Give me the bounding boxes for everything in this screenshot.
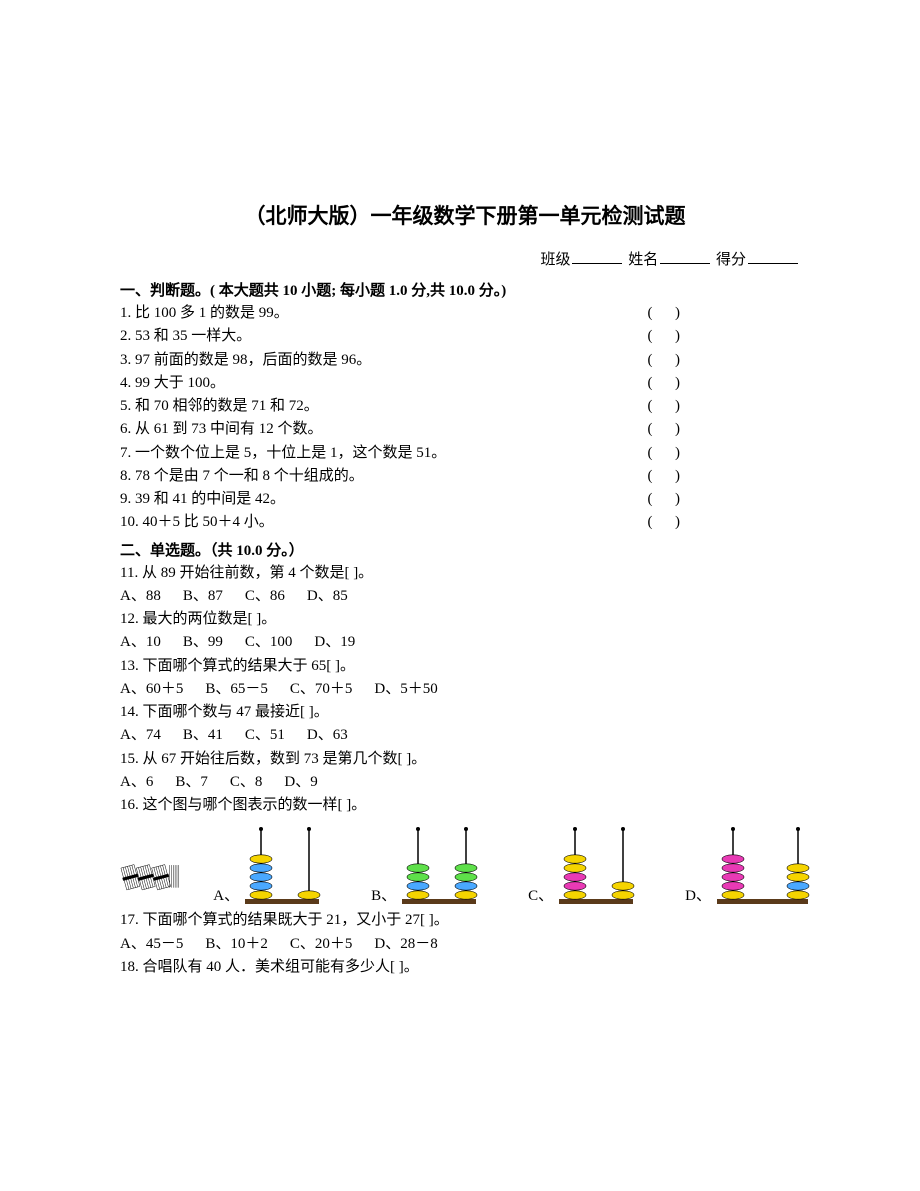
q16-option-d: D、	[685, 825, 810, 905]
q17-opts: A、45－5B、10＋2C、20＋5D、28－8	[120, 933, 810, 956]
q12-opts: A、10B、99C、100D、19	[120, 631, 810, 654]
section1-heading: 一、判断题。( 本大题共 10 小题; 每小题 1.0 分,共 10.0 分。)	[120, 279, 810, 300]
q14-opts: A、74B、41C、51D、63	[120, 724, 810, 747]
student-info-line: 班级 姓名 得分	[120, 248, 810, 269]
answer-paren[interactable]: ( )	[648, 395, 811, 418]
q16-text: 16. 这个图与哪个图表示的数一样[ ]。	[120, 794, 810, 817]
abacus-icon	[243, 825, 321, 905]
name-blank[interactable]	[660, 249, 710, 264]
answer-paren[interactable]: ( )	[648, 488, 811, 511]
section1-list: 1. 比 100 多 1 的数是 99。( ) 2. 53 和 35 一样大。(…	[120, 302, 810, 535]
q16-option-a: A、	[213, 825, 321, 905]
abacus-icon	[715, 825, 810, 905]
q15-opts: A、6B、7C、8D、9	[120, 771, 810, 794]
q16-option-c: C、	[528, 825, 635, 905]
q11-opts: A、88B、87C、86D、85	[120, 585, 810, 608]
page-title: （北师大版）一年级数学下册第一单元检测试题	[120, 200, 810, 230]
score-blank[interactable]	[748, 249, 798, 264]
answer-paren[interactable]: ( )	[648, 349, 811, 372]
tf-item: 9. 39 和 41 的中间是 42。( )	[120, 488, 810, 511]
class-label: 班级	[540, 252, 570, 268]
q12-text: 12. 最大的两位数是[ ]。	[120, 608, 810, 631]
tf-item: 4. 99 大于 100。( )	[120, 372, 810, 395]
option-label: A、	[213, 884, 239, 905]
name-label: 姓名	[628, 252, 658, 268]
answer-paren[interactable]: ( )	[648, 372, 811, 395]
page: （北师大版）一年级数学下册第一单元检测试题 班级 姓名 得分 一、判断题。( 本…	[0, 0, 920, 1039]
answer-paren[interactable]: ( )	[648, 418, 811, 441]
option-label: C、	[528, 884, 553, 905]
tf-item: 10. 40＋5 比 50＋4 小。( )	[120, 511, 810, 534]
q13-text: 13. 下面哪个算式的结果大于 65[ ]。	[120, 655, 810, 678]
tf-item: 3. 97 前面的数是 98，后面的数是 96。( )	[120, 349, 810, 372]
counting-sticks-icon	[120, 845, 183, 905]
tf-item: 7. 一个数个位上是 5，十位上是 1，这个数是 51。( )	[120, 442, 810, 465]
tf-item: 5. 和 70 相邻的数是 71 和 72。( )	[120, 395, 810, 418]
answer-paren[interactable]: ( )	[648, 465, 811, 488]
tf-item: 8. 78 个是由 7 个一和 8 个十组成的。( )	[120, 465, 810, 488]
tf-item: 1. 比 100 多 1 的数是 99。( )	[120, 302, 810, 325]
q16-option-b: B、	[371, 825, 478, 905]
tf-item: 6. 从 61 到 73 中间有 12 个数。( )	[120, 418, 810, 441]
abacus-icon	[400, 825, 478, 905]
answer-paren[interactable]: ( )	[648, 442, 811, 465]
score-label: 得分	[716, 252, 746, 268]
option-label: D、	[685, 884, 711, 905]
q14-text: 14. 下面哪个数与 47 最接近[ ]。	[120, 701, 810, 724]
section2-heading: 二、单选题。（共 10.0 分。）	[120, 539, 810, 560]
q15-text: 15. 从 67 开始往后数，数到 73 是第几个数[ ]。	[120, 748, 810, 771]
q13-opts: A、60＋5B、65－5C、70＋5D、5＋50	[120, 678, 810, 701]
q11-text: 11. 从 89 开始往前数，第 4 个数是[ ]。	[120, 562, 810, 585]
tf-item: 2. 53 和 35 一样大。( )	[120, 325, 810, 348]
abacus-icon	[557, 825, 635, 905]
answer-paren[interactable]: ( )	[648, 511, 811, 534]
answer-paren[interactable]: ( )	[648, 302, 811, 325]
q17-text: 17. 下面哪个算式的结果既大于 21，又小于 27[ ]。	[120, 909, 810, 932]
q18-text: 18. 合唱队有 40 人．美术组可能有多少人[ ]。	[120, 956, 810, 979]
q16-figures: A、 B、 C、 D、	[120, 825, 810, 905]
option-label: B、	[371, 884, 396, 905]
answer-paren[interactable]: ( )	[648, 325, 811, 348]
class-blank[interactable]	[572, 249, 622, 264]
